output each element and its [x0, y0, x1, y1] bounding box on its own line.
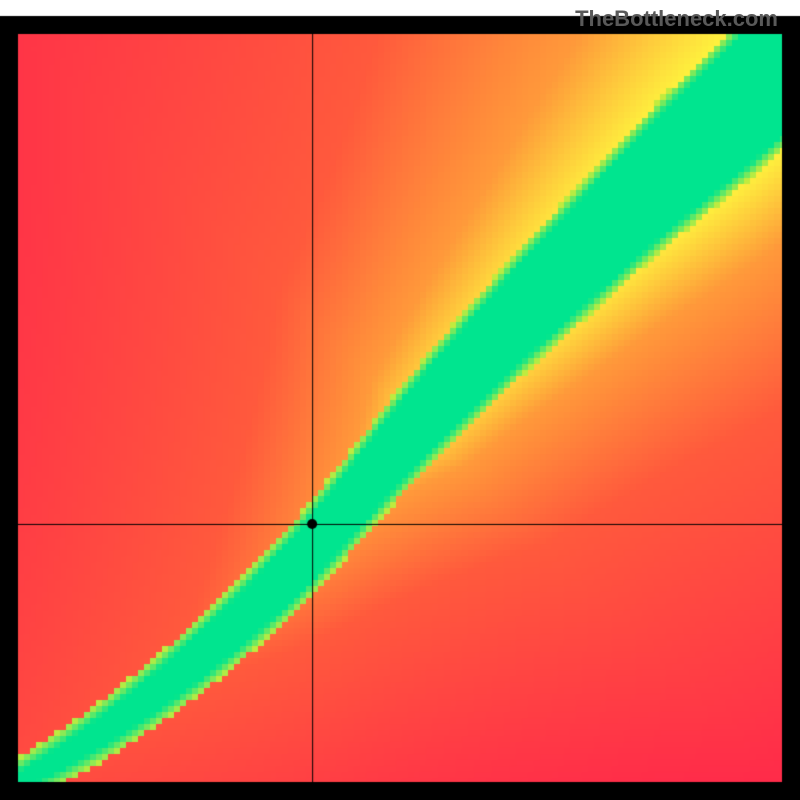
bottleneck-heatmap-canvas [0, 0, 800, 800]
chart-container: TheBottleneck.com [0, 0, 800, 800]
watermark-label: TheBottleneck.com [575, 6, 778, 32]
